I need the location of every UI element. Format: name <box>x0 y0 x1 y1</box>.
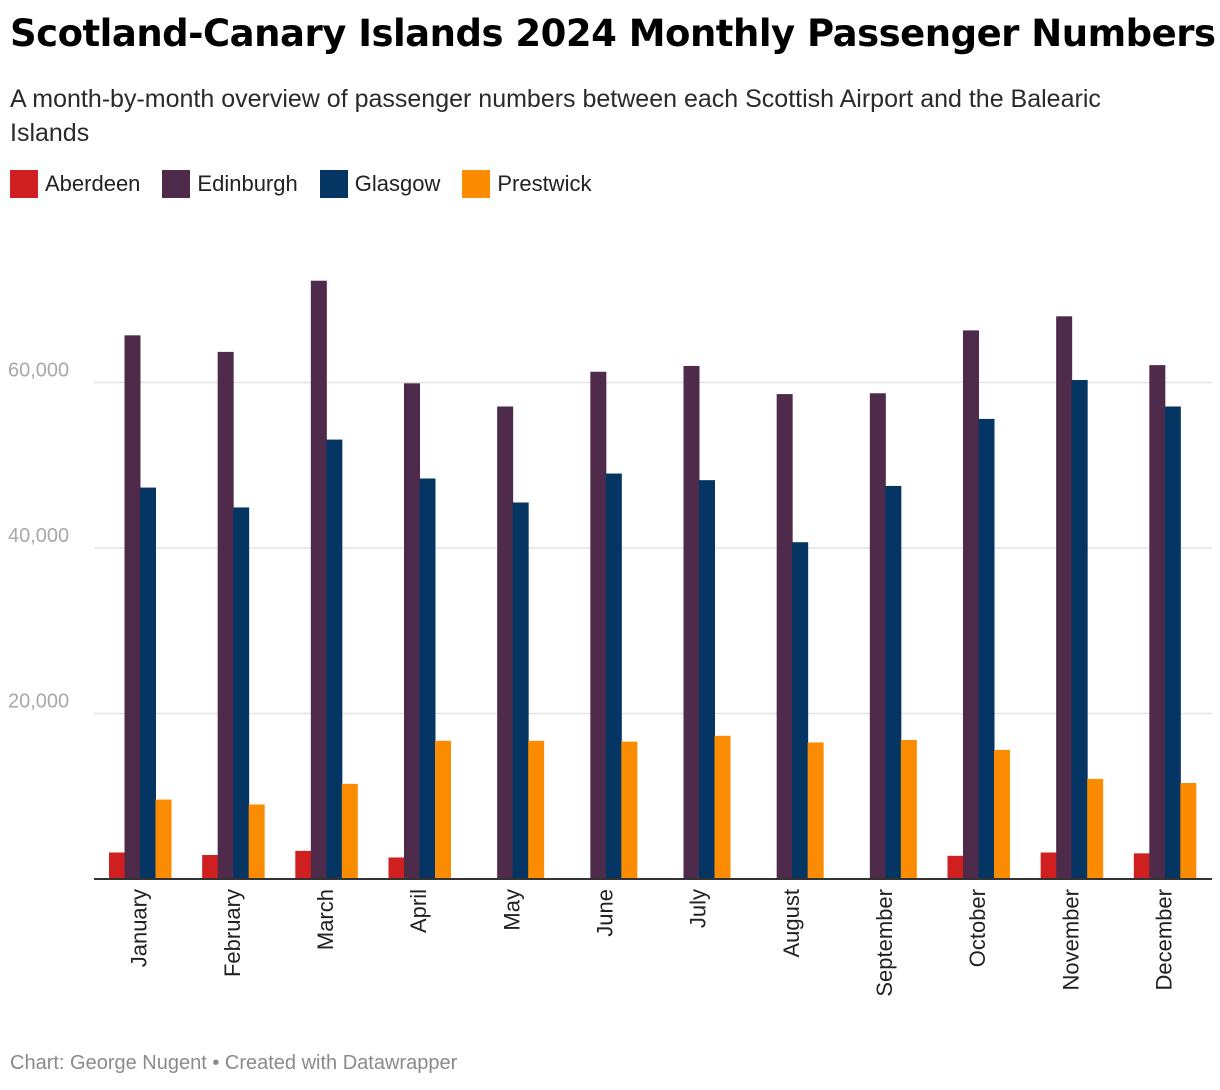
bar-edinburgh <box>590 371 607 879</box>
chart-title: Scotland-Canary Islands 2024 Monthly Pas… <box>10 12 1216 55</box>
bar-glasgow <box>605 473 622 879</box>
bar-prestwick <box>1180 783 1197 879</box>
bar-prestwick <box>528 740 545 879</box>
bar-prestwick <box>341 783 358 879</box>
legend-item-glasgow: Glasgow <box>319 170 441 198</box>
y-tick-label: 20,000 <box>8 691 69 713</box>
bar-aberdeen <box>202 855 219 879</box>
legend-swatch-aberdeen <box>10 170 38 198</box>
bar-prestwick <box>714 735 731 879</box>
bar-glasgow <box>1164 406 1181 879</box>
bar-edinburgh <box>776 394 793 879</box>
bar-edinburgh <box>497 406 514 879</box>
y-tick-label: 40,000 <box>8 525 69 547</box>
legend: Aberdeen Edinburgh Glasgow Prestwick <box>10 170 613 198</box>
bar-edinburgh <box>1149 365 1166 879</box>
legend-label-glasgow: Glasgow <box>354 171 441 196</box>
legend-swatch-glasgow <box>319 170 348 198</box>
bar-edinburgh <box>869 393 886 879</box>
legend-swatch-edinburgh <box>162 170 191 198</box>
legend-item-edinburgh: Edinburgh <box>162 170 298 198</box>
bar-aberdeen <box>388 857 405 879</box>
x-tick-label: November <box>1058 889 1083 990</box>
y-tick-label: 60,000 <box>8 360 69 382</box>
bar-prestwick <box>994 749 1010 879</box>
bar-prestwick <box>155 799 172 879</box>
bar-glasgow <box>419 478 436 879</box>
bar-edinburgh <box>404 383 420 879</box>
bar-glasgow <box>140 487 156 879</box>
x-tick-label: August <box>779 889 804 958</box>
bar-chart: 20,000 40,000 60,000 January February March Ap… <box>8 280 1212 997</box>
bar-glasgow <box>326 439 343 879</box>
legend-swatch-prestwick <box>462 170 491 198</box>
bar-edinburgh <box>1056 316 1073 879</box>
bar-prestwick <box>807 742 824 879</box>
legend-label-aberdeen: Aberdeen <box>45 171 141 196</box>
chart-subtitle: A month-by-month overview of passenger n… <box>10 85 1101 147</box>
bar-edinburgh <box>217 351 234 879</box>
bar-prestwick <box>621 741 638 879</box>
bar-aberdeen <box>109 852 125 879</box>
legend-item-aberdeen: Aberdeen <box>10 170 140 198</box>
bar-prestwick <box>435 740 451 879</box>
bar-glasgow <box>1071 380 1088 879</box>
chart-credit: Chart: George Nugent • Created with Data… <box>10 1052 458 1074</box>
x-tick-label: May <box>499 889 524 931</box>
x-tick-label: February <box>220 889 245 977</box>
x-tick-label: April <box>406 889 431 933</box>
bar-prestwick <box>900 739 917 879</box>
x-tick-label: June <box>592 889 617 937</box>
bar-glasgow <box>978 418 995 879</box>
x-tick-label: September <box>872 889 897 997</box>
bar-edinburgh <box>683 365 700 879</box>
bar-glasgow <box>512 502 529 879</box>
bar-glasgow <box>699 480 715 879</box>
x-tick-label: December <box>1151 889 1176 990</box>
bar-glasgow <box>792 542 809 879</box>
bar-prestwick <box>1087 778 1104 879</box>
bar-aberdeen <box>947 855 964 879</box>
bar-glasgow <box>233 507 250 879</box>
bar-aberdeen <box>295 850 312 879</box>
x-tick-label: January <box>127 889 152 967</box>
legend-label-prestwick: Prestwick <box>497 171 592 196</box>
bar-aberdeen <box>1040 852 1057 879</box>
bar-edinburgh <box>124 335 141 879</box>
x-tick-label: March <box>313 889 338 950</box>
bar-aberdeen <box>1133 853 1150 879</box>
legend-item-prestwick: Prestwick <box>462 170 591 198</box>
x-tick-label: July <box>686 889 711 928</box>
x-tick-label: October <box>965 889 990 967</box>
bar-prestwick <box>248 804 265 879</box>
legend-label-edinburgh: Edinburgh <box>197 171 298 196</box>
bar-edinburgh <box>963 330 979 879</box>
bar-glasgow <box>885 485 902 879</box>
bar-edinburgh <box>310 280 327 879</box>
